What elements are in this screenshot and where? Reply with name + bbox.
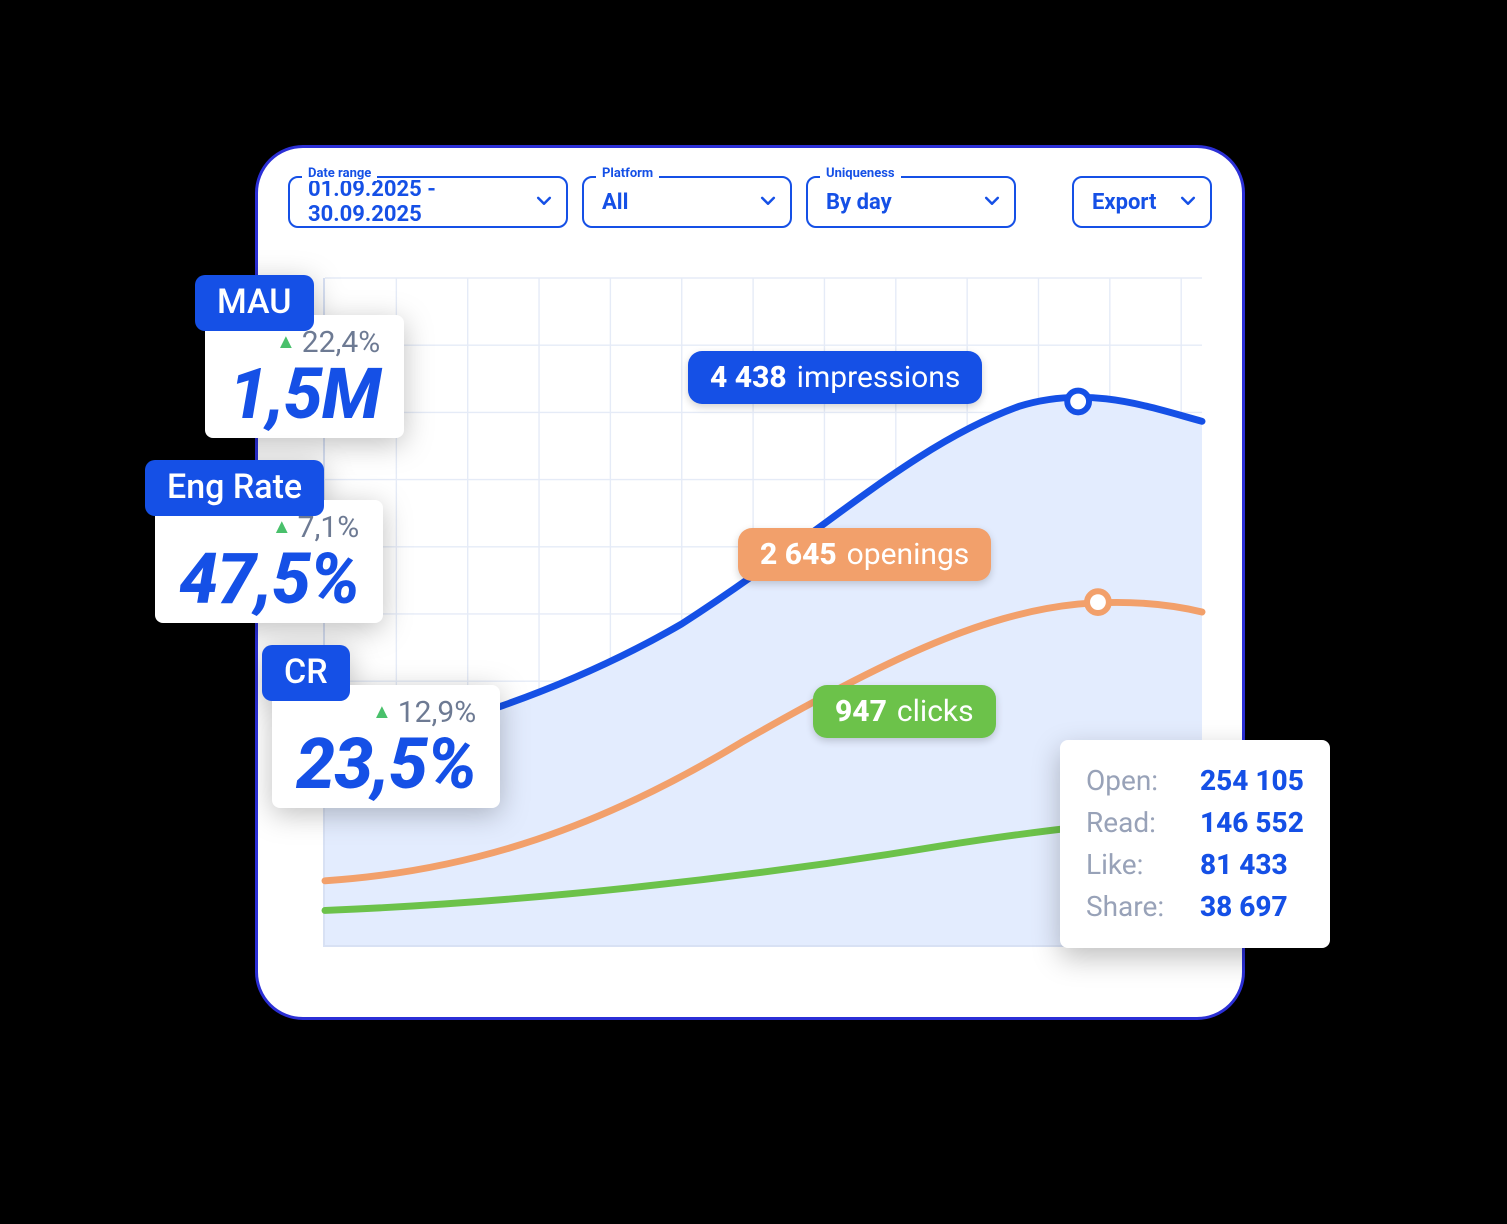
clicks-label: clicks [897, 695, 974, 728]
kpi-cr-tag: CR [262, 645, 350, 701]
impressions-pill: 4 438 impressions [688, 351, 982, 404]
impressions-value: 4 438 [710, 361, 787, 394]
uniqueness-select[interactable]: Uniqueness By day [806, 176, 1016, 228]
trend-up-icon: ▲ [272, 514, 292, 539]
kpi-mau-tag: MAU [195, 275, 314, 331]
trend-up-icon: ▲ [372, 699, 392, 724]
date-range-select[interactable]: Date range 01.09.2025 - 30.09.2025 [288, 176, 568, 228]
openings-value: 2 645 [760, 538, 837, 571]
kpi-cr-value: 23,5% [296, 730, 476, 800]
stats-tooltip: Open: 254 105 Read: 146 552 Like: 81 433 Sh… [1060, 740, 1330, 948]
export-label: Export [1092, 190, 1156, 215]
tooltip-like-key: Like: [1086, 844, 1178, 886]
kpi-mau-value: 1,5M [229, 360, 380, 430]
impressions-label: impressions [797, 361, 961, 394]
tooltip-like-val: 81 433 [1200, 844, 1288, 886]
chevron-down-icon [534, 190, 554, 210]
chevron-down-icon [758, 190, 778, 210]
uniqueness-value: By day [826, 190, 892, 215]
chevron-down-icon [982, 190, 1002, 210]
openings-marker [1087, 591, 1109, 613]
kpi-engrate-value: 47,5% [179, 545, 359, 615]
openings-label: openings [847, 538, 970, 571]
clicks-value: 947 [835, 695, 887, 728]
kpi-engrate: Eng Rate ▲7,1% 47,5% [155, 450, 383, 623]
platform-legend: Platform [596, 166, 659, 181]
openings-pill: 2 645 openings [738, 528, 991, 581]
kpi-mau-box: ▲22,4% 1,5M [205, 315, 404, 438]
tooltip-share-key: Share: [1086, 886, 1178, 928]
kpi-cr-box: ▲12,9% 23,5% [272, 685, 500, 808]
clicks-pill: 947 clicks [813, 685, 996, 738]
export-button[interactable]: Export [1072, 176, 1212, 228]
trend-up-icon: ▲ [276, 329, 296, 354]
impressions-marker [1067, 391, 1089, 413]
kpi-engrate-box: ▲7,1% 47,5% [155, 500, 383, 623]
tooltip-share-val: 38 697 [1200, 886, 1288, 928]
kpi-cr: CR ▲12,9% 23,5% [272, 635, 500, 808]
filter-bar: Date range 01.09.2025 - 30.09.2025 Platf… [288, 176, 1212, 228]
platform-value: All [602, 190, 628, 215]
chevron-down-icon [1178, 190, 1198, 210]
uniqueness-legend: Uniqueness [820, 166, 901, 181]
tooltip-read-val: 146 552 [1200, 802, 1304, 844]
date-range-value: 01.09.2025 - 30.09.2025 [308, 177, 522, 227]
tooltip-open-key: Open: [1086, 760, 1178, 802]
tooltip-open-val: 254 105 [1200, 760, 1304, 802]
kpi-engrate-tag: Eng Rate [145, 460, 324, 516]
tooltip-read-key: Read: [1086, 802, 1178, 844]
platform-select[interactable]: Platform All [582, 176, 792, 228]
date-range-legend: Date range [302, 166, 377, 181]
kpi-mau: MAU ▲22,4% 1,5M [205, 265, 404, 438]
